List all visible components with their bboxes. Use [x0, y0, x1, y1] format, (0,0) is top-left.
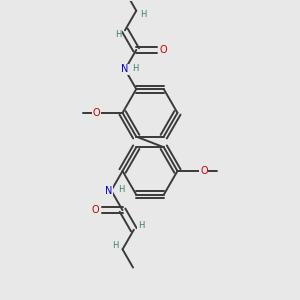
Text: N: N: [106, 186, 113, 196]
Text: H: H: [115, 30, 121, 39]
Text: H: H: [118, 185, 125, 194]
Text: H: H: [138, 221, 144, 230]
Text: O: O: [200, 166, 208, 176]
Text: O: O: [159, 45, 167, 55]
Text: H: H: [140, 10, 147, 19]
Text: O: O: [92, 205, 100, 215]
Text: H: H: [132, 64, 138, 73]
Text: N: N: [121, 64, 129, 74]
Text: H: H: [112, 241, 119, 250]
Text: O: O: [92, 108, 100, 118]
